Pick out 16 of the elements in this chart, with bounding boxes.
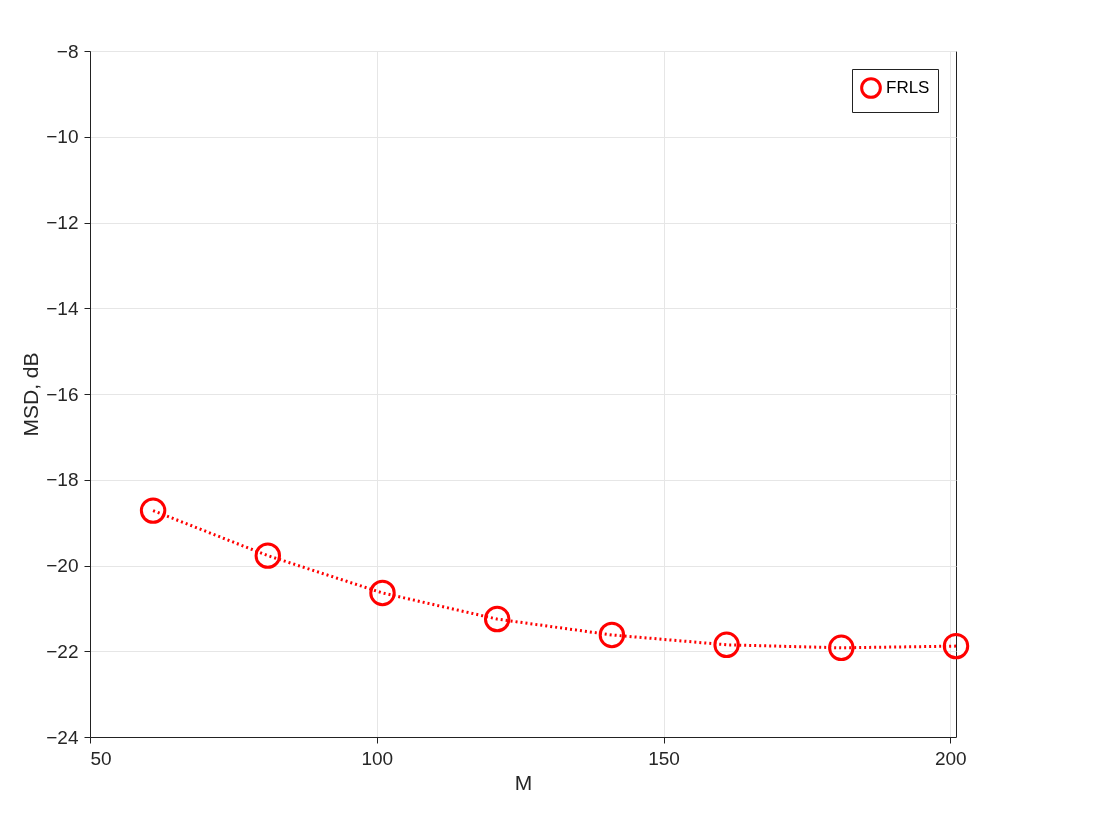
x-tick-label: 150 (648, 747, 680, 769)
x-tick-label: 200 (934, 747, 967, 769)
y-tick-label: −18 (46, 469, 79, 491)
y-tick-label: −20 (46, 555, 79, 576)
y-axis-title: MSD, dB (19, 352, 43, 437)
y-tick-label: −24 (46, 726, 79, 748)
y-tick-label: −10 (46, 126, 79, 148)
x-tick-label: 100 (361, 747, 394, 769)
x-axis-title: M (514, 770, 533, 794)
legend-label: FRLS (886, 78, 930, 97)
y-tick-label: −16 (46, 383, 79, 405)
x-tick-label: 50 (90, 747, 112, 769)
y-tick-label: −8 (56, 40, 79, 62)
y-tick-label: −22 (46, 640, 79, 662)
y-tick-label: −14 (46, 297, 79, 319)
y-tick-label: −12 (46, 212, 79, 233)
